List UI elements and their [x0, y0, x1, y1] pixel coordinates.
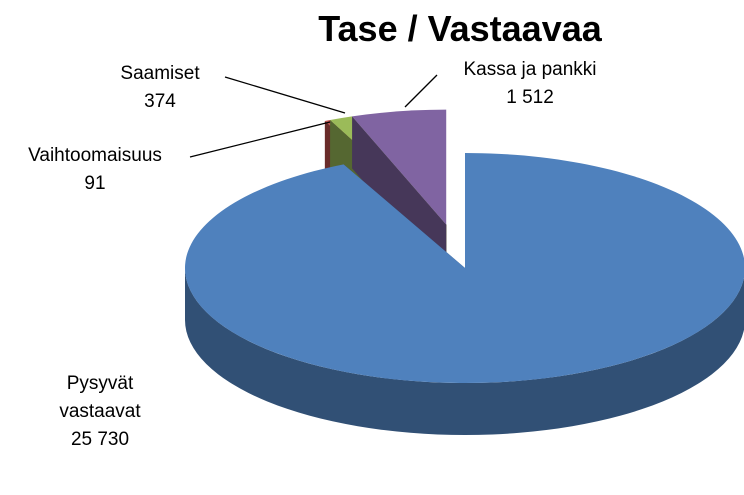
slice — [352, 109, 447, 225]
label-value: 1 512 — [506, 87, 554, 108]
slice-label: Vaihtoomaisuus 91 — [0, 142, 190, 198]
label-name: Kassa ja pankki — [463, 59, 597, 80]
label-name: Pysyvät vastaavat — [59, 373, 141, 422]
slice-side — [185, 268, 744, 435]
chart-title: Tase / Vastaavaa — [318, 8, 602, 49]
leader-line — [404, 74, 438, 108]
label-value: 374 — [144, 91, 176, 112]
leader-line — [189, 121, 331, 158]
label-value: 91 — [84, 173, 106, 194]
label-name: Saamiset — [120, 63, 200, 84]
slice-label: Pysyvät vastaavat 25 730 — [40, 370, 160, 454]
label-value: 25 730 — [70, 429, 130, 450]
slices — [185, 109, 744, 435]
slice-label: Saamiset 374 — [95, 60, 225, 116]
slice — [185, 153, 744, 383]
leader-line — [224, 76, 346, 114]
label-name: Vaihtoomaisuus — [28, 145, 162, 166]
slice-label: Kassa ja pankki 1 512 — [430, 56, 630, 112]
